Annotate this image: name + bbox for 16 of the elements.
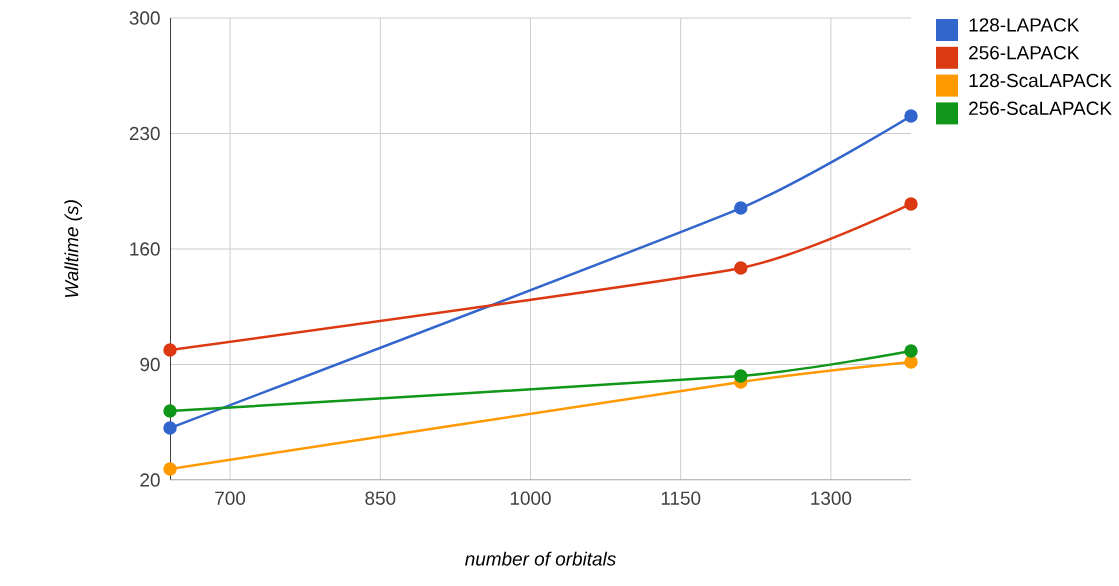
x-tick-label: 1300 (811, 491, 852, 505)
y-tick-label: 300 (129, 11, 160, 25)
y-tick-label: 230 (129, 126, 160, 141)
y-tick-label: 160 (130, 242, 160, 256)
y-tick-label: 20 (140, 473, 160, 487)
legend-label: 256-ScaLAPACK (969, 101, 1112, 115)
x-tick-label: 700 (215, 491, 246, 505)
y-tick-label: 90 (140, 357, 160, 372)
x-axis-title: number of orbitals (465, 551, 616, 566)
x-tick-label: 850 (365, 491, 396, 505)
legend-label: 128-ScaLAPACK (969, 73, 1112, 88)
x-tick-label: 1150 (661, 491, 701, 505)
x-tick-label: 1000 (510, 491, 551, 505)
legend-label: 128-LAPACK (969, 18, 1080, 32)
legend-label: 256-LAPACK (969, 45, 1080, 60)
y-axis-title: Walltime (s) (64, 200, 83, 298)
